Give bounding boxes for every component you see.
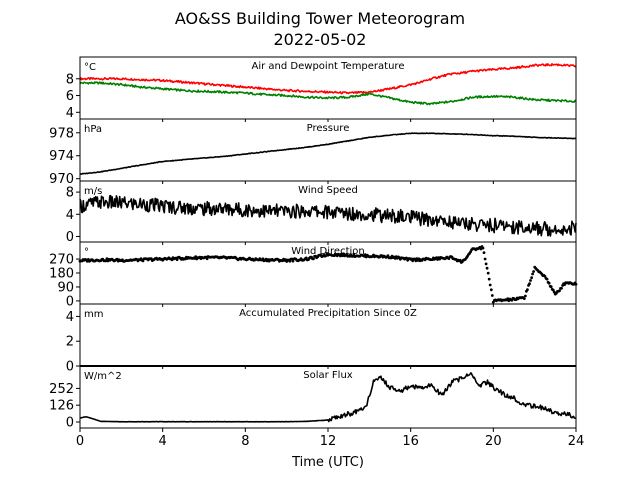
data-point [288, 259, 292, 263]
data-point [487, 277, 491, 281]
y-tick-label: 974 [49, 149, 74, 164]
x-tick-label: 24 [568, 434, 585, 449]
data-point [549, 285, 553, 289]
data-point [531, 272, 534, 276]
data-point [485, 266, 489, 270]
x-axis: 0 4 8 12 16 20 24 [76, 434, 584, 449]
data-point [490, 294, 494, 297]
data-point [530, 276, 533, 280]
y-tick-label: 8 [66, 186, 74, 201]
data-point [486, 271, 490, 275]
data-point [481, 246, 485, 250]
data-point [175, 258, 179, 261]
panel-3: 0 4 8 m/s Wind Speed [66, 180, 577, 245]
data-point [547, 281, 551, 285]
y-tick-label: 180 [49, 267, 74, 282]
panel-title: Accumulated Precipitation Since 0Z [239, 308, 417, 319]
y-tick-label: 270 [49, 253, 74, 268]
x-tick-label: 16 [402, 434, 419, 449]
y-tick-label: 0 [66, 360, 74, 375]
data-point [545, 277, 549, 281]
data-point [290, 257, 294, 261]
data-point [483, 257, 487, 261]
x-tick-label: 12 [320, 434, 337, 449]
data-point [528, 282, 531, 286]
data-point [479, 247, 483, 251]
data-point [363, 253, 367, 256]
data-point [522, 297, 526, 300]
y-tick-label: 8 [66, 72, 74, 87]
y-tick-label: 4 [66, 106, 74, 121]
data-point [324, 254, 328, 258]
data-point [405, 256, 408, 260]
data-point [489, 288, 493, 292]
y-tick-label: 90 [57, 280, 74, 295]
panel-unit: m/s [84, 186, 102, 197]
data-point [141, 259, 145, 263]
series-line-1 [79, 372, 577, 423]
data-point [304, 256, 308, 260]
series-line-1 [79, 132, 577, 175]
figure-title: AO&SS Building Tower Meteorogram [175, 9, 465, 28]
data-point [352, 252, 356, 256]
y-tick-label: 0 [66, 230, 74, 245]
data-point [194, 255, 198, 259]
panels: 468°C Air and Dewpoint Temperature9709749… [49, 56, 578, 432]
panel-unit: hPa [84, 124, 102, 135]
panel-unit: °C [84, 62, 96, 73]
x-tick-label: 4 [159, 434, 167, 449]
x-axis-label: Time (UTC) [291, 455, 364, 470]
data-point [342, 252, 345, 256]
y-tick-label: 6 [66, 89, 74, 104]
panel-1: 4 6 8 °C Air and Dewpoint Temperature [66, 56, 577, 122]
y-tick-label: 0 [66, 416, 74, 431]
y-tick-label: 126 [49, 399, 74, 414]
data-point [351, 254, 355, 258]
panel-unit: ° [84, 247, 89, 258]
y-tick-label: 978 [49, 126, 74, 141]
panel-title: Solar Flux [303, 370, 353, 381]
figure-date: 2022-05-02 [274, 30, 367, 49]
series-line-1 [79, 194, 577, 237]
panel-unit: W/m^2 [84, 371, 122, 382]
wind-direction-points [78, 245, 578, 304]
data-point [482, 251, 486, 255]
y-tick-label: 4 [66, 310, 74, 325]
data-point [458, 258, 462, 262]
data-point [291, 259, 295, 263]
x-tick-label: 0 [76, 434, 84, 449]
data-point [488, 283, 492, 287]
y-tick-label: 2 [66, 335, 74, 350]
panel-title: Wind Speed [298, 185, 358, 196]
panel-title: Wind Direction [291, 246, 365, 257]
x-tick-label: 20 [485, 434, 502, 449]
x-tick-label: 8 [241, 434, 249, 449]
series-line-2 [79, 81, 577, 106]
data-point [414, 259, 418, 263]
data-point [560, 286, 563, 290]
data-point [532, 270, 535, 273]
data-point [386, 254, 390, 257]
series-line-1 [79, 63, 577, 95]
panel-6: 0 126 252 W/m^2 Solar Flux [49, 365, 577, 432]
panel-2: 970 974 978 hPa Pressure [49, 118, 577, 187]
y-tick-label: 4 [66, 208, 74, 223]
y-tick-label: 252 [49, 382, 74, 397]
panel-unit: mm [84, 309, 103, 320]
panel-5: 0 2 4 mm Accumulated Precipitation Since 0Z [66, 303, 577, 375]
data-point [484, 262, 488, 266]
data-point [524, 294, 527, 298]
panel-title: Air and Dewpoint Temperature [252, 61, 405, 72]
data-point [526, 288, 529, 292]
panel-title: Pressure [307, 123, 350, 134]
data-point [205, 257, 209, 261]
y-tick-label: 0 [66, 294, 74, 309]
data-point [529, 279, 532, 282]
data-point [312, 257, 315, 261]
data-point [104, 259, 108, 263]
data-point [558, 289, 561, 293]
y-tick-label: 970 [49, 172, 74, 187]
